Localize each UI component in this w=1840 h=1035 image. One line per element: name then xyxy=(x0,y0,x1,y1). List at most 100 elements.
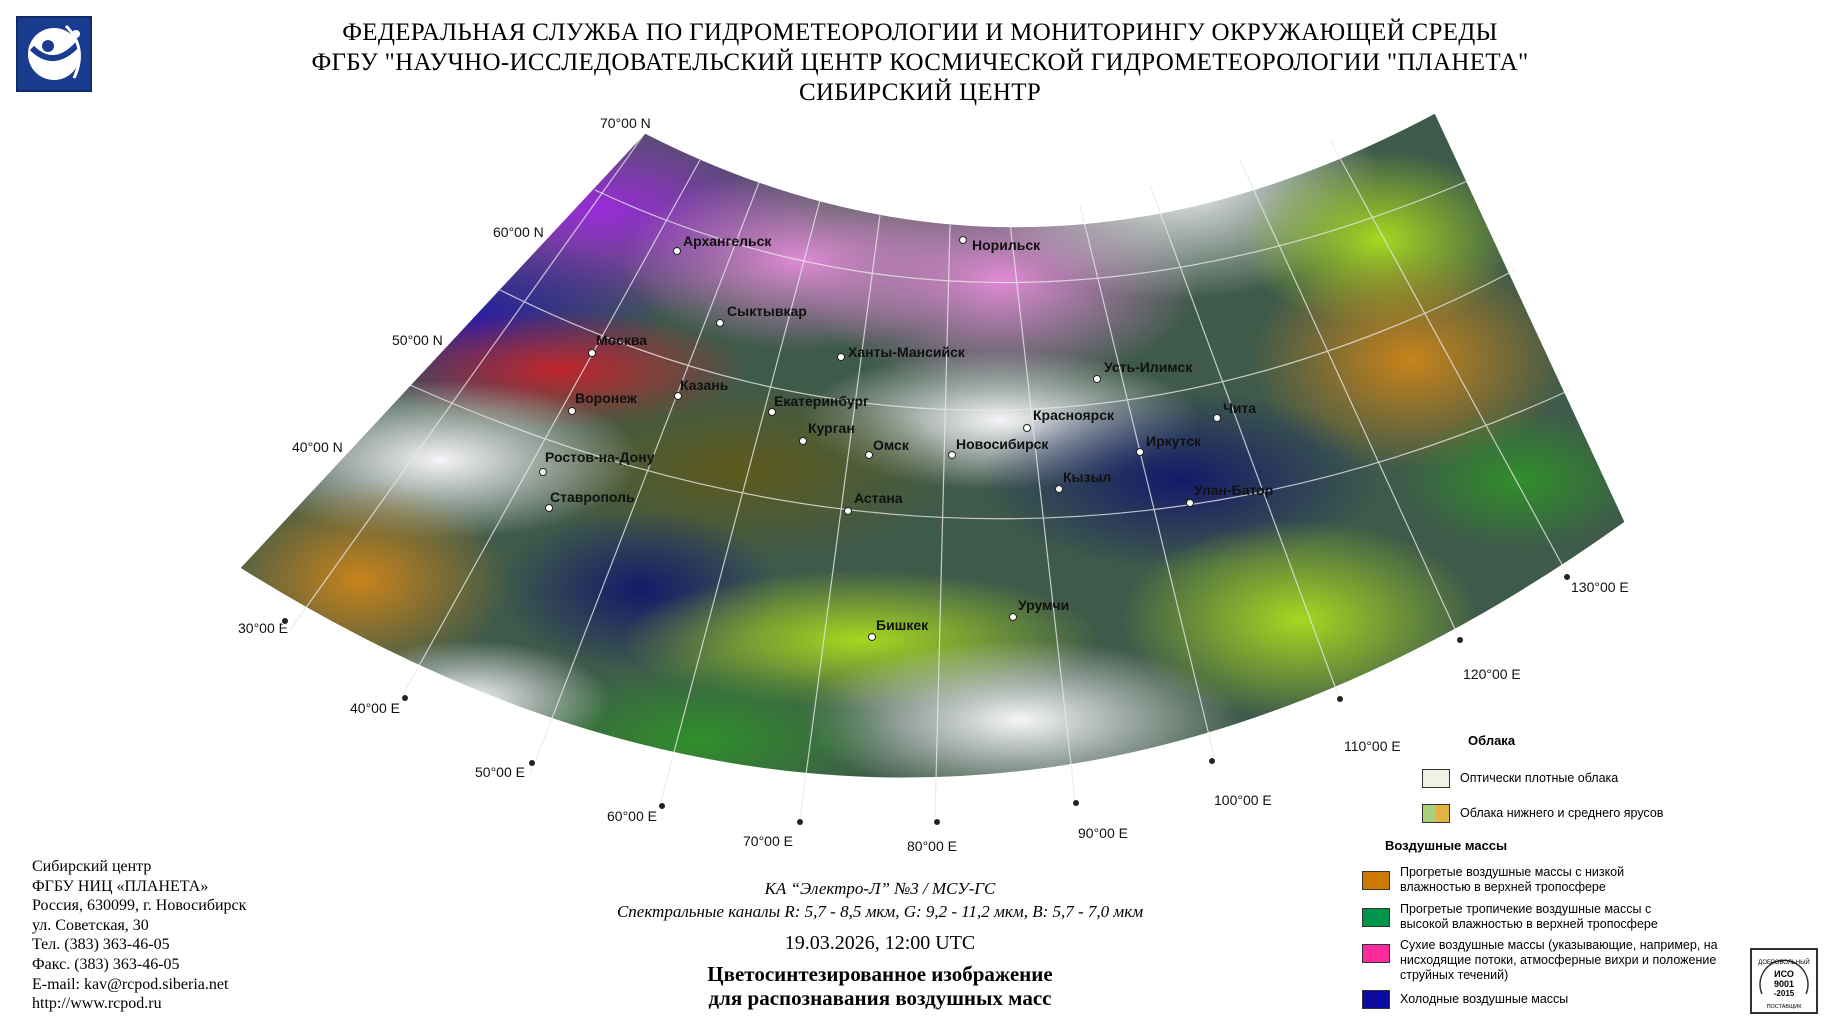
city-moscow: Москва xyxy=(588,332,647,357)
svg-text:Астана: Астана xyxy=(854,490,903,506)
city-voronezh: Воронеж xyxy=(568,390,638,415)
legend-swatch xyxy=(1362,944,1390,963)
city-novosibirsk: Новосибирск xyxy=(948,436,1049,459)
legend-label: Сухие воздушные массы (указывающие, напр… xyxy=(1400,938,1718,982)
caption-datetime: 19.03.2026, 12:00 UTC xyxy=(784,932,976,954)
legend-swatch xyxy=(1422,804,1450,823)
iso-certificate-logo: ДОБРОВОЛЬНЫЙ ИСО 9001 -2015 ПОСТАВЩИК xyxy=(1750,948,1818,1014)
parallel-40 xyxy=(409,384,1571,520)
svg-text:Казань: Казань xyxy=(680,377,729,393)
legend-label: Холодные воздушные массы xyxy=(1400,992,1569,1006)
longitude-label: 80°00 E xyxy=(907,838,957,854)
svg-text:Бишкек: Бишкек xyxy=(876,617,929,633)
latitude-label: 60°00 N xyxy=(493,224,544,240)
svg-text:Новосибирск: Новосибирск xyxy=(956,436,1049,452)
svg-text:Ханты-Мансийск: Ханты-Мансийск xyxy=(848,344,966,360)
contact-fax: Факс. (383) 363-46-05 xyxy=(32,955,180,973)
svg-text:Улан-Батор: Улан-Батор xyxy=(1194,482,1273,498)
city-omsk: Омск xyxy=(865,437,910,459)
city-chita: Чита xyxy=(1213,400,1256,422)
caption-title-line-1: Цветосинтезированное изображение xyxy=(707,962,1053,986)
svg-text:Сыктывкар: Сыктывкар xyxy=(727,303,807,319)
city-syktyvkar: Сыктывкар xyxy=(716,303,807,327)
svg-text:Урумчи: Урумчи xyxy=(1018,597,1069,613)
svg-text:Ростов-на-Дону: Ростов-на-Дону xyxy=(545,449,655,465)
svg-text:Курган: Курган xyxy=(808,420,855,436)
city-krasnoyarsk: Красноярск xyxy=(1023,407,1115,432)
contact-line: ул. Советская, 30 xyxy=(32,916,149,934)
header-line-1: ФЕДЕРАЛЬНАЯ СЛУЖБА ПО ГИДРОМЕТЕОРОЛОГИИ … xyxy=(342,19,1498,46)
longitude-label: 90°00 E xyxy=(1078,825,1128,841)
city-stavropol: Ставрополь xyxy=(545,489,635,512)
city-rostov-na-donu: Ростов-на-Дону xyxy=(539,449,655,476)
svg-text:ДОБРОВОЛЬНЫЙ: ДОБРОВОЛЬНЫЙ xyxy=(1758,958,1809,966)
longitude-label: 30°00 E xyxy=(238,620,288,636)
caption-title-line-2: для распознавания воздушных масс xyxy=(708,986,1052,1010)
header-line-3: СИБИРСКИЙ ЦЕНТР xyxy=(798,79,1042,106)
city-yekaterinburg: Екатеринбург xyxy=(768,393,869,416)
city-ulaanbaatar: Улан-Батор xyxy=(1186,482,1273,507)
city-arkhangelsk: Архангельск xyxy=(673,233,772,255)
svg-text:Архангельск: Архангельск xyxy=(683,233,772,249)
city-kazan: Казань xyxy=(674,377,729,400)
city-irkutsk: Иркутск xyxy=(1136,433,1202,456)
organization-header: ФЕДЕРАЛЬНАЯ СЛУЖБА ПО ГИДРОМЕТЕОРОЛОГИИ … xyxy=(160,18,1680,108)
svg-text:Чита: Чита xyxy=(1223,400,1256,416)
svg-text:Воронеж: Воронеж xyxy=(575,390,638,406)
svg-text:Омск: Омск xyxy=(873,437,910,453)
planeta-logo xyxy=(16,16,92,92)
svg-text:Ставрополь: Ставрополь xyxy=(550,489,635,505)
longitude-label: 110°00 E xyxy=(1344,738,1401,754)
legend-item-dense-clouds: Оптически плотные облака xyxy=(1422,769,1618,788)
city-urumqi: Урумчи xyxy=(1009,597,1069,621)
contact-email[interactable]: E-mail: kav@rcpod.siberia.net xyxy=(32,975,229,993)
legend-swatch xyxy=(1362,908,1390,927)
longitude-label: 50°00 E xyxy=(475,764,525,780)
city-astana: Астана xyxy=(844,490,903,515)
legend-swatch xyxy=(1362,990,1390,1009)
legend-item-dry: Сухие воздушные массы (указывающие, напр… xyxy=(1362,938,1762,983)
city-ust-ilimsk: Усть-Илимск xyxy=(1093,359,1193,383)
svg-text:ПОСТАВЩИК: ПОСТАВЩИК xyxy=(1767,1004,1803,1010)
contact-line: Россия, 630099, г. Новосибирск xyxy=(32,897,247,915)
city-bishkek: Бишкек xyxy=(868,617,929,641)
image-caption: КА “Электро-Л” №3 / МСУ-ГС Спектральные … xyxy=(560,878,1200,1010)
city-kurgan: Курган xyxy=(799,420,855,445)
latitude-label: 40°00 N xyxy=(292,439,343,455)
city-markers: Архангельск Норильск Сыктывкар Ханты-Ман… xyxy=(539,233,1273,641)
latitude-label: 50°00 N xyxy=(392,332,443,348)
legend-label: Облака нижнего и среднего ярусов xyxy=(1460,806,1664,820)
svg-text:Кызыл: Кызыл xyxy=(1063,469,1111,485)
svg-text:Усть-Илимск: Усть-Илимск xyxy=(1104,359,1193,375)
header-line-2: ФГБУ "НАУЧНО-ИССЛЕДОВАТЕЛЬСКИЙ ЦЕНТР КОС… xyxy=(311,49,1529,76)
longitude-label: 120°00 E xyxy=(1463,666,1521,682)
legend-label: Оптически плотные облака xyxy=(1460,771,1619,785)
svg-text:-2015: -2015 xyxy=(1774,989,1795,998)
grid-labels: 70°00 N 60°00 N 50°00 N 40°00 N 30°00 E … xyxy=(238,115,1629,854)
svg-text:Екатеринбург: Екатеринбург xyxy=(774,393,869,409)
latitude-label: 70°00 N xyxy=(600,115,651,131)
longitude-label: 70°00 E xyxy=(743,833,793,849)
legend-label: Прогретые тропичекие воздушные массы с в… xyxy=(1400,902,1658,931)
contact-phone: Тел. (383) 363-46-05 xyxy=(32,936,170,954)
svg-text:Иркутск: Иркутск xyxy=(1146,433,1202,449)
city-khanty-mansiysk: Ханты-Мансийск xyxy=(837,344,966,361)
contact-line: ФГБУ НИЦ «ПЛАНЕТА» xyxy=(32,877,209,895)
legend-item-low-mid-clouds: Облака нижнего и среднего ярусов xyxy=(1422,804,1663,823)
legend-swatch xyxy=(1422,769,1450,788)
longitude-label: 100°00 E xyxy=(1214,792,1272,808)
contact-info: Сибирский центр ФГБУ НИЦ «ПЛАНЕТА» Росси… xyxy=(32,857,246,1014)
legend-clouds-title: Облака xyxy=(1468,733,1516,748)
legend-item-cold: Холодные воздушные массы xyxy=(1362,990,1568,1009)
contact-website[interactable]: http://www.rcpod.ru xyxy=(32,995,162,1013)
contact-line: Сибирский центр xyxy=(32,858,152,875)
legend-item-warm-moist: Прогретые тропичекие воздушные массы с в… xyxy=(1362,902,1742,932)
satellite-imagery xyxy=(240,113,1625,779)
caption-satellite: КА “Электро-Л” №3 / МСУ-ГС xyxy=(764,879,996,898)
svg-text:Москва: Москва xyxy=(596,332,647,348)
svg-text:ИСО: ИСО xyxy=(1774,969,1794,979)
caption-channels: Спектральные каналы R: 5,7 - 8,5 мкм, G:… xyxy=(616,902,1144,921)
legend-swatch xyxy=(1362,871,1390,890)
legend-item-warm-dry: Прогретые воздушные массы с низкой влажн… xyxy=(1362,865,1742,895)
